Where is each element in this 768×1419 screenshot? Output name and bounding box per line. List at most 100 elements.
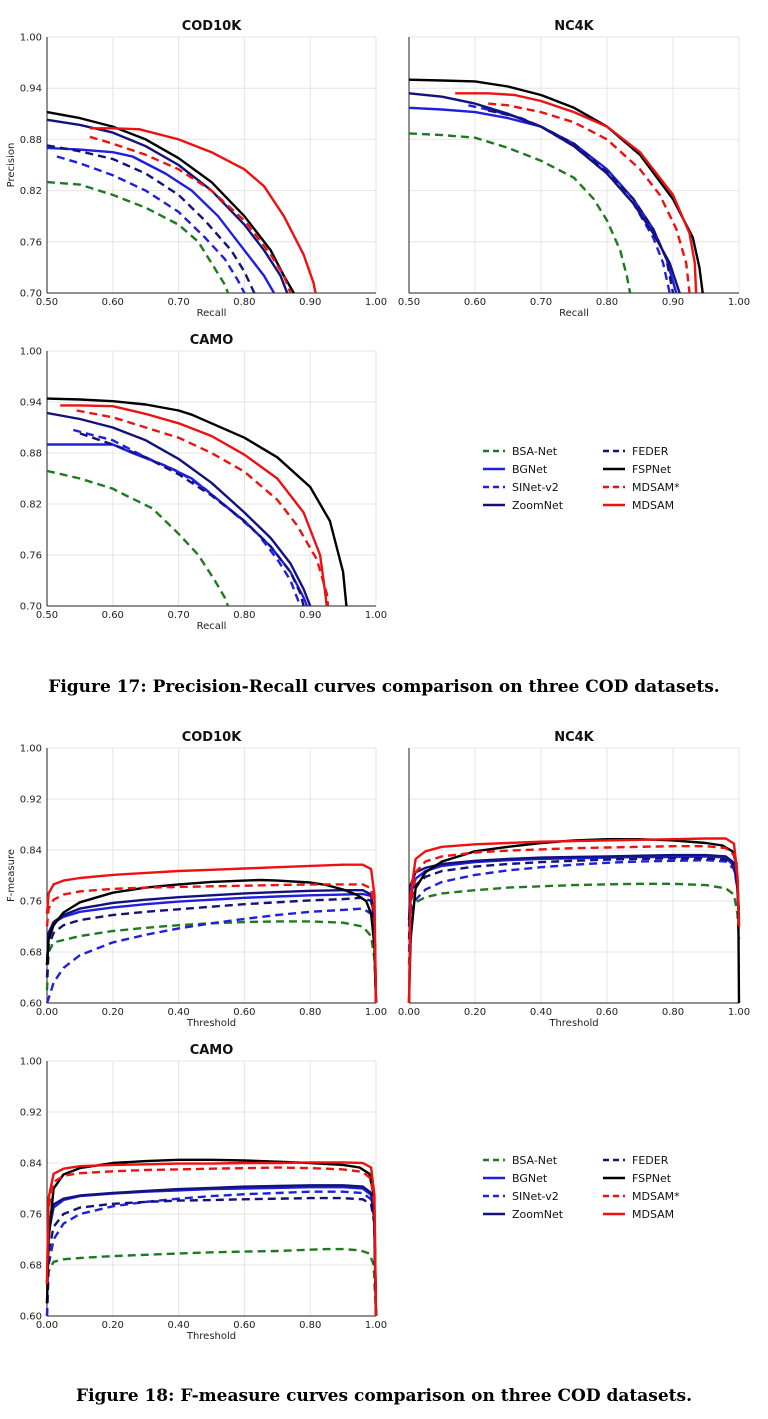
- panel3-series-bgnet: [47, 443, 309, 607]
- panel6-y-tick-label: 0.76: [20, 1210, 42, 1221]
- panel3-series-fspnet: [46, 397, 348, 607]
- panel4-y-tick-label: 1.00: [20, 744, 42, 755]
- panel1-title: COD10K: [182, 19, 242, 34]
- panel2-x-axis-label: Recall: [559, 308, 589, 319]
- panel2-x-tick-label: 0.90: [662, 297, 684, 308]
- panel3-series-zoomnet: [46, 411, 312, 607]
- panel5-series-mdsam-: [407, 845, 741, 1004]
- panel3-y-tick-label: 1.00: [20, 347, 42, 358]
- panel2-series-fspnet: [408, 78, 704, 294]
- panel2-x-tick-label: 0.70: [530, 297, 552, 308]
- panel4-series-mdsam-: [45, 883, 378, 1004]
- panel1-y-tick-label: 0.82: [20, 186, 42, 197]
- legend2-label: SINet-v2: [512, 1190, 559, 1203]
- panel6-series-zoomnet: [45, 1184, 378, 1317]
- panel2-x-tick-label: 0.50: [398, 297, 420, 308]
- panel4-x-tick-label: 0.80: [299, 1007, 321, 1018]
- panel5-x-tick-label: 0.60: [596, 1007, 618, 1018]
- figure-18-caption: Figure 18: F-measure curves comparison o…: [76, 1386, 692, 1406]
- panel2-x-tick-label: 0.80: [596, 297, 618, 308]
- panel4-x-axis-label: Threshold: [186, 1018, 236, 1029]
- legend1-label: MDSAM: [632, 499, 674, 512]
- panel1-series-bgnet: [46, 146, 276, 294]
- panel1-series-mdsam: [89, 127, 317, 294]
- panel3-series-sinet-v2: [72, 428, 302, 607]
- panel2-series-mdsam-: [488, 102, 691, 294]
- panel1-x-tick-label: 0.90: [299, 297, 321, 308]
- panel2-series-bsa-net: [408, 132, 632, 294]
- panel3-title: CAMO: [190, 333, 234, 348]
- panel6-y-tick-label: 0.92: [20, 1108, 42, 1119]
- panel1-x-tick-label: 0.80: [233, 297, 255, 308]
- panel5-title: NC4K: [554, 730, 594, 745]
- panel5-x-tick-label: 0.20: [464, 1007, 486, 1018]
- panel4-x-tick-label: 0.40: [167, 1007, 189, 1018]
- panel5-series-zoomnet: [407, 853, 741, 921]
- panel1-series-fspnet: [46, 110, 295, 294]
- panel3-series-mdsam-: [76, 409, 330, 607]
- panel4-series-fspnet: [45, 878, 378, 1004]
- panel4-y-tick-label: 0.60: [20, 999, 42, 1010]
- legend1-label: BSA-Net: [512, 445, 558, 458]
- panel6-y-tick-label: 1.00: [20, 1057, 42, 1068]
- panel6-series-fspnet: [45, 1158, 378, 1317]
- panel5-series-sinet-v2: [407, 859, 741, 953]
- panel4-y-tick-label: 0.92: [20, 795, 42, 806]
- legend1-label: FSPNet: [632, 463, 672, 476]
- panel6-series-bsa-net: [45, 1247, 378, 1317]
- panel1-x-tick-label: 1.00: [365, 297, 387, 308]
- legend1-label: MDSAM*: [632, 481, 680, 494]
- panel3-x-tick-label: 0.80: [233, 610, 255, 621]
- legend2-label: FSPNet: [632, 1172, 672, 1185]
- panel3-x-tick-label: 0.60: [102, 610, 124, 621]
- panel5-series-bgnet: [407, 855, 741, 927]
- panel6-x-tick-label: 0.00: [36, 1320, 58, 1331]
- panel2-series-feder: [487, 109, 675, 294]
- legend2-label: BGNet: [512, 1172, 548, 1185]
- legend1-label: SINet-v2: [512, 481, 559, 494]
- panel4-series-bgnet: [45, 892, 378, 1004]
- panel3-x-axis-label: Recall: [197, 621, 227, 632]
- panel2-series-mdsam: [455, 92, 698, 294]
- panel3-series-bsa-net: [46, 469, 230, 607]
- panel1-y-tick-label: 0.88: [20, 135, 42, 146]
- panel6-y-tick-label: 0.84: [20, 1159, 42, 1170]
- panel4-series-bsa-net: [45, 920, 378, 1004]
- panel3-y-tick-label: 0.82: [20, 500, 42, 511]
- panel3-x-tick-label: 1.00: [365, 610, 387, 621]
- panel4-series-mdsam: [45, 863, 378, 1004]
- panel1-y-tick-label: 1.00: [20, 33, 42, 44]
- panel6-y-tick-label: 0.60: [20, 1312, 42, 1323]
- panel5-x-axis-label: Threshold: [548, 1018, 598, 1029]
- legend2-label: BSA-Net: [512, 1154, 558, 1167]
- panel4-y-tick-label: 0.68: [20, 948, 42, 959]
- panel3-series-mdsam: [60, 404, 328, 607]
- panel1-x-tick-label: 0.50: [36, 297, 58, 308]
- panel1-y-tick-label: 0.70: [20, 289, 42, 300]
- panel6-series-mdsam: [45, 1161, 378, 1317]
- legend2-label: ZoomNet: [512, 1208, 564, 1221]
- panel6-x-tick-label: 0.80: [299, 1320, 321, 1331]
- panel2-series-zoomnet: [408, 92, 681, 294]
- legend2-label: MDSAM*: [632, 1190, 680, 1203]
- panel4-y-tick-label: 0.76: [20, 897, 42, 908]
- panel4-y-axis-label: F-measure: [6, 849, 17, 902]
- legend2-label: MDSAM: [632, 1208, 674, 1221]
- panel6-series-feder: [45, 1196, 378, 1317]
- panel1-x-tick-label: 0.70: [167, 297, 189, 308]
- panel3-y-tick-label: 0.76: [20, 551, 42, 562]
- panel6-x-tick-label: 0.20: [102, 1320, 124, 1331]
- panel3-y-tick-label: 0.88: [20, 449, 42, 460]
- panel4-x-tick-label: 0.60: [233, 1007, 255, 1018]
- panel1-series-zoomnet: [46, 118, 289, 294]
- legend2-label: FEDER: [632, 1154, 669, 1167]
- panel5-x-tick-label: 0.40: [530, 1007, 552, 1018]
- panel1-x-tick-label: 0.60: [102, 297, 124, 308]
- panel5-series-mdsam: [407, 837, 741, 1004]
- panel1-y-tick-label: 0.94: [20, 84, 42, 95]
- panel4-series-sinet-v2: [45, 907, 378, 1004]
- panel5-x-tick-label: 0.00: [398, 1007, 420, 1018]
- panel3-series-feder: [79, 432, 305, 607]
- panel1-series-sinet-v2: [56, 155, 246, 294]
- panel4-series-zoomnet: [45, 889, 378, 1004]
